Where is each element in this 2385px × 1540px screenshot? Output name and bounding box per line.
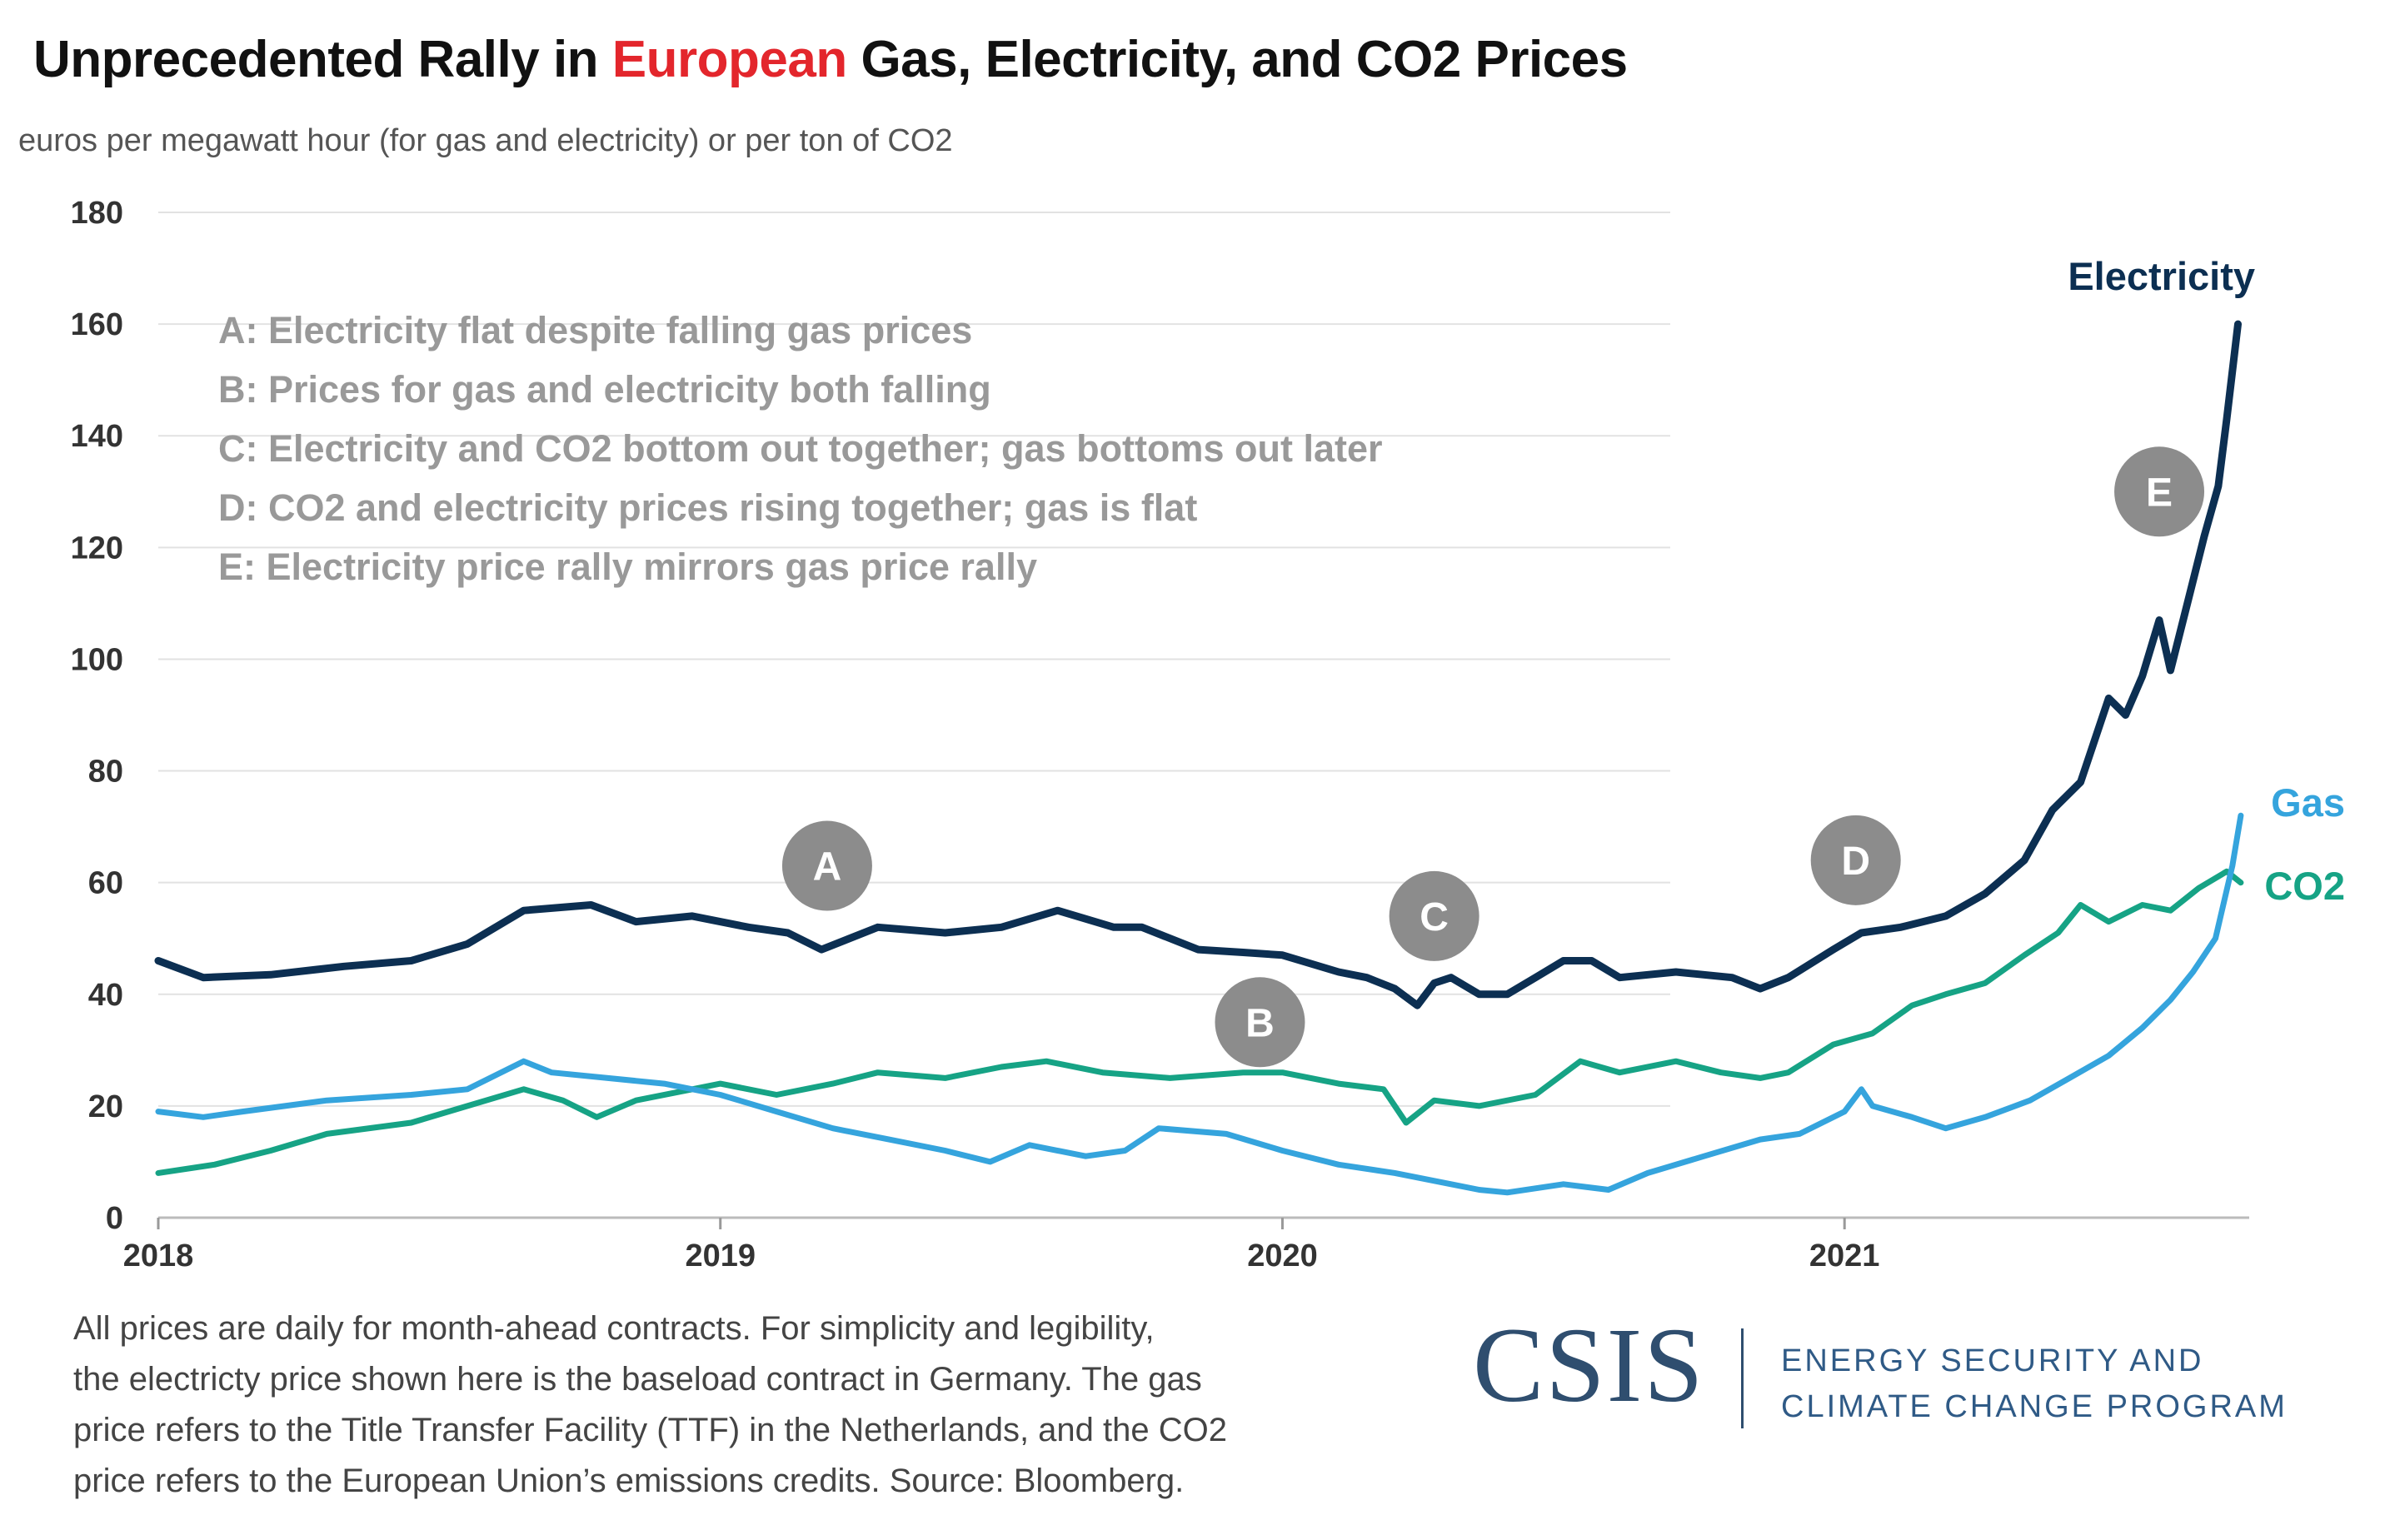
series-line-co2: [155, 868, 2244, 1176]
x-tick-label: 2020: [1247, 1238, 1318, 1273]
x-tick-label: 2019: [685, 1238, 756, 1273]
title-part-1: Unprecedented Rally in: [33, 31, 612, 88]
annotation-marker-label: A: [813, 845, 842, 890]
y-tick-label: 180: [71, 196, 123, 231]
annotation-marker-label: E: [2146, 471, 2173, 515]
csis-logo: CSIS: [1473, 1306, 1705, 1424]
logo-divider: [1741, 1328, 1744, 1428]
y-tick-label: 0: [106, 1201, 123, 1236]
annotation-note: A: Electricity flat despite falling gas …: [218, 309, 972, 351]
footnote-line: price refers to the Title Transfer Facil…: [73, 1412, 1227, 1448]
annotation-note: C: Electricity and CO2 bottom out togeth…: [218, 427, 1383, 470]
series-label-electricity: Electricity: [2068, 254, 2255, 298]
price-chart: 0 20 40 60 80 100 120 140 160 180 2018 2019 2020 2021…: [71, 196, 2345, 1273]
grid-lines: 0 20 40 60 80 100 120 140 160 180 2018 2019 2020 2021: [71, 196, 2249, 1273]
x-tick-label: 2021: [1809, 1238, 1880, 1273]
annotation-marker: [2114, 446, 2205, 537]
series-line-gas: [155, 812, 2244, 1196]
y-tick-label: 20: [88, 1089, 123, 1124]
annotation-markers: A B C D E: [781, 446, 2205, 1068]
annotation-marker-label: B: [1245, 1001, 1275, 1045]
program-name: ENERGY SECURITY AND CLIMATE CHANGE PROGR…: [1781, 1338, 2288, 1430]
annotation-marker: [1389, 870, 1479, 961]
series-line-electricity: [154, 320, 2242, 1009]
annotation-marker-label: D: [1841, 840, 1870, 884]
y-tick-label: 60: [88, 866, 123, 901]
series-lines: [154, 320, 2244, 1196]
chart-title: Unprecedented Rally in European Gas, Ele…: [33, 30, 1628, 89]
title-part-2: Gas, Electricity, and CO2 Prices: [846, 31, 1628, 88]
annotation-note: B: Prices for gas and electricity both f…: [218, 368, 991, 411]
y-tick-label: 40: [88, 978, 123, 1013]
annotation-marker-label: C: [1420, 895, 1449, 939]
program-line-1: ENERGY SECURITY AND: [1781, 1343, 2204, 1378]
footnote-line: the electricty price shown here is the b…: [73, 1361, 1202, 1398]
annotation-note: D: CO2 and electricity prices rising tog…: [218, 486, 1197, 529]
series-label-co2: CO2: [2264, 864, 2345, 908]
annotation-marker: [1215, 977, 1305, 1068]
chart-footnote: All prices are daily for month-ahead con…: [73, 1303, 1473, 1507]
y-tick-label: 100: [71, 642, 123, 677]
series-label-gas: Gas: [2271, 780, 2345, 825]
series-labels: Electricity Gas CO2: [2068, 254, 2345, 908]
footnote-line: All prices are daily for month-ahead con…: [73, 1310, 1155, 1347]
y-tick-label: 120: [71, 531, 123, 566]
footnote-line: price refers to the European Union’s emi…: [73, 1463, 1185, 1499]
x-tick-label: 2018: [123, 1238, 194, 1273]
title-highlight: European: [611, 31, 847, 88]
annotation-notes: A: Electricity flat despite falling gas …: [218, 309, 1383, 588]
y-tick-label: 80: [88, 755, 123, 790]
annotation-note: E: Electricity price rally mirrors gas p…: [218, 546, 1037, 588]
program-line-2: CLIMATE CHANGE PROGRAM: [1781, 1389, 2288, 1424]
y-tick-label: 160: [71, 307, 123, 342]
annotation-marker: [1810, 815, 1901, 905]
chart-subtitle: euros per megawatt hour (for gas and ele…: [18, 123, 953, 158]
annotation-marker: [781, 820, 872, 911]
y-tick-label: 140: [71, 419, 123, 454]
